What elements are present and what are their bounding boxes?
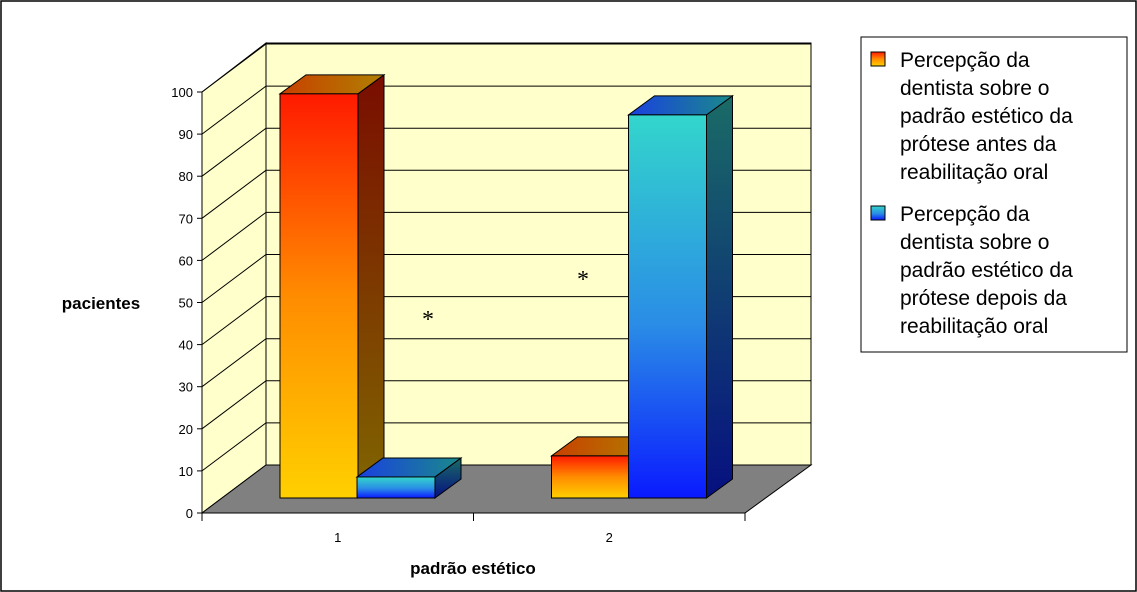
bar-front [628, 114, 707, 499]
legend-label-before-line1: Percepção da [900, 49, 1030, 72]
significance-marker: * [577, 267, 589, 293]
y-tick-label: 60 [179, 253, 193, 268]
y-tick-label: 50 [179, 296, 193, 311]
x-axis-label: padrão estético [410, 559, 536, 578]
x-tick-label: 2 [606, 530, 613, 545]
significance-marker: * [422, 307, 434, 333]
bar [626, 94, 735, 499]
bar [278, 73, 386, 499]
gridline [201, 85, 811, 135]
y-tick-label: 90 [179, 127, 193, 142]
x-tick-label: 1 [334, 530, 341, 545]
y-tick-label: 70 [179, 211, 193, 226]
legend-label-after-line3: padrão estético da [900, 259, 1073, 282]
bar-front [279, 93, 359, 499]
bar [355, 456, 463, 499]
y-tick-label: 100 [171, 85, 193, 100]
bar-side [357, 73, 385, 499]
bars [278, 73, 735, 499]
bar-front [356, 476, 436, 499]
legend-label-after-line4: prótese depois da [900, 287, 1067, 310]
legend-label-before-line2: dentista sobre o [900, 77, 1049, 100]
bar-front [551, 455, 630, 499]
legend: Percepção da dentista sobre o padrão est… [860, 36, 1128, 353]
y-tick-label: 20 [179, 422, 193, 437]
legend-swatch-before [870, 51, 886, 67]
legend-label-after-line5: reabilitação oral [900, 315, 1048, 338]
y-tick-label: 30 [179, 380, 193, 395]
gridline [201, 43, 811, 93]
y-tick-label: 0 [186, 506, 193, 521]
y-tick-label: 80 [179, 169, 193, 184]
y-axis-label: pacientes [62, 294, 140, 313]
axes: 0 10 20 30 40 50 60 70 80 90 100 1 2 [171, 85, 746, 545]
y-tick-label: 40 [179, 338, 193, 353]
legend-label-before-line4: prótese antes da [900, 133, 1057, 156]
legend-label-before-line3: padrão estético da [900, 105, 1073, 128]
legend-label-before-line5: reabilitação oral [900, 161, 1048, 184]
legend-label-after-line1: Percepção da [900, 203, 1030, 226]
bar-side [706, 94, 733, 499]
y-tick-label: 10 [179, 464, 193, 479]
legend-swatch-after [870, 205, 886, 221]
legend-box [860, 36, 1128, 353]
legend-label-after-line2: dentista sobre o [900, 231, 1049, 254]
